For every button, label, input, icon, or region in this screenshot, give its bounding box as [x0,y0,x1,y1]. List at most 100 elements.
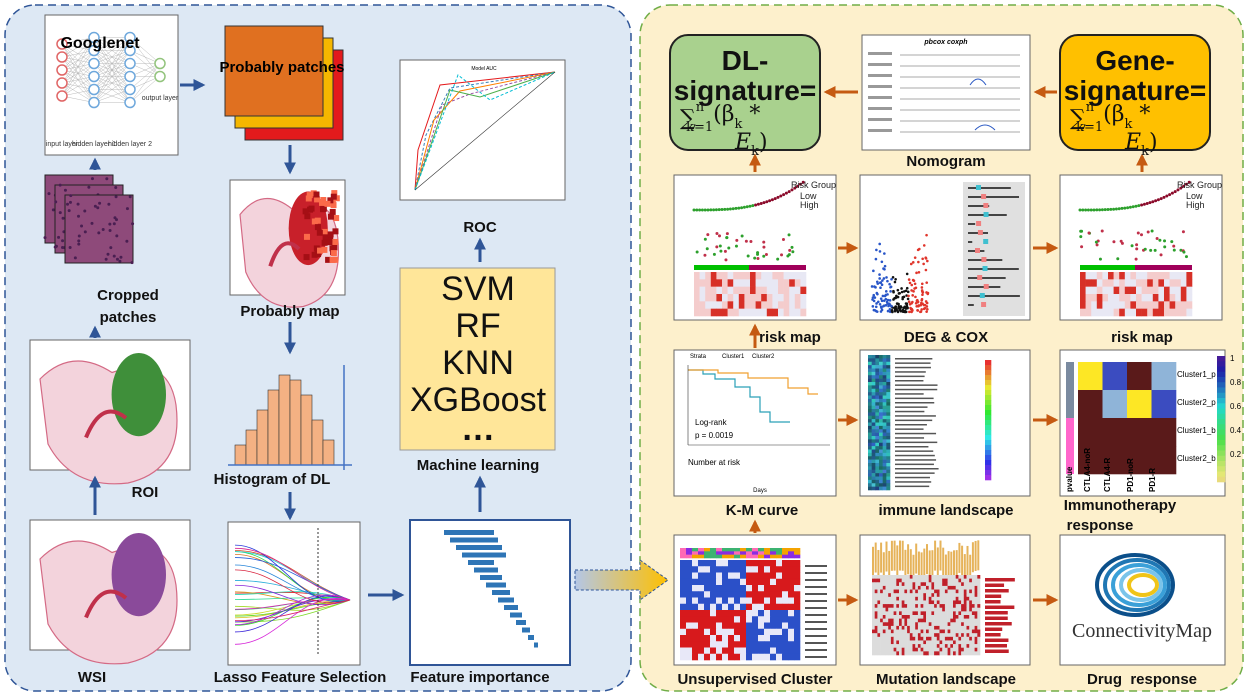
heat-cell [896,644,899,648]
volcano-point [926,308,929,311]
heat-cell [716,579,722,586]
heat-cell [868,487,872,491]
heat-cell [788,604,794,611]
heat-cell [886,456,890,460]
heat-cell [985,360,991,365]
nucleus [84,230,87,233]
volcano-point [909,282,912,285]
heat-cell [875,443,879,447]
heat-cell [1217,430,1225,436]
risk-point [1098,208,1101,211]
volcano-point [901,291,904,294]
heat-cell [728,579,734,586]
heat-cell [868,483,872,487]
heat-cell [948,582,951,586]
heat-cell [694,309,700,317]
heat-cell [868,396,872,400]
heat-cell [921,582,924,586]
heat-cell [756,279,762,287]
heat-cell [872,630,875,634]
heat-cell [770,648,776,655]
heat-cell [945,644,948,648]
heat-cell [794,654,800,661]
risk-point [1081,208,1084,211]
importance-bar [516,620,526,625]
heat-cell [896,582,899,586]
forest-point [976,185,981,190]
heat-cell [704,579,710,586]
mutation-freq [985,611,1008,615]
status-point [765,253,768,256]
status-point [756,257,759,260]
heat-cell [716,629,722,636]
neuron [89,98,99,108]
heat-cell [902,597,905,601]
heat-cell [789,301,795,309]
heat-cell [967,582,970,586]
heat-cell [888,651,891,655]
heat-cell [883,604,886,608]
heat-cell [877,619,880,623]
heat-cell [752,551,758,555]
heat-cell [872,637,875,641]
heat-cell [904,651,907,655]
heat-cell [872,446,876,450]
heat-cell [764,598,770,605]
risk-point [1132,205,1135,208]
heat-cell [877,575,880,579]
heat-cell [784,301,790,309]
heat-cell [872,579,875,583]
status-point [749,240,752,243]
heat-cell [985,465,991,470]
heat-cell [788,635,794,642]
risk-point [1129,206,1132,209]
status-point [1140,233,1143,236]
heat-cell [879,385,883,389]
heat-cell [1153,309,1159,317]
heat-cell [883,648,886,652]
heat-cell [868,423,872,427]
heat-cell [985,415,991,420]
heat-cell [961,586,964,590]
heat-cell [877,579,880,583]
heat-cell [923,648,926,652]
heat-cell [722,648,728,655]
heat-cell [891,608,894,612]
heat-cell [886,385,890,389]
heat-cell [875,633,878,637]
volcano-point [920,308,923,311]
heat-cell [686,560,692,567]
volcano-point [914,296,917,299]
heat-cell [680,548,686,552]
heat-cell [872,450,876,454]
heat-cell [948,615,951,619]
heat-cell [872,608,875,612]
heat-cell [883,470,887,474]
heat-cell [758,610,764,617]
heat-cell [710,616,716,623]
legend-entry: High [1186,200,1205,210]
heat-cell [868,419,872,423]
heat-cell [776,604,782,611]
heat-cell [716,573,722,580]
heat-cell [872,439,876,443]
heat-cell [945,575,948,579]
column-label: PD1-noR [1126,458,1135,492]
nucleus [97,231,100,234]
heat-cell [704,555,710,559]
heat-cell [937,590,940,594]
heat-cell [716,287,722,295]
heat-cell [1217,435,1225,441]
heat-cell [948,644,951,648]
heat-cell [921,611,924,615]
heat-cell [1114,294,1120,302]
heat-cell [940,619,943,623]
heat-cell [794,648,800,655]
histogram-bar [323,440,334,465]
heat-cell [918,586,921,590]
risk-point [732,207,735,210]
heat-cell [929,604,932,608]
heat-cell [761,272,767,280]
heat-cell [883,443,887,447]
heat-cell [969,590,972,594]
